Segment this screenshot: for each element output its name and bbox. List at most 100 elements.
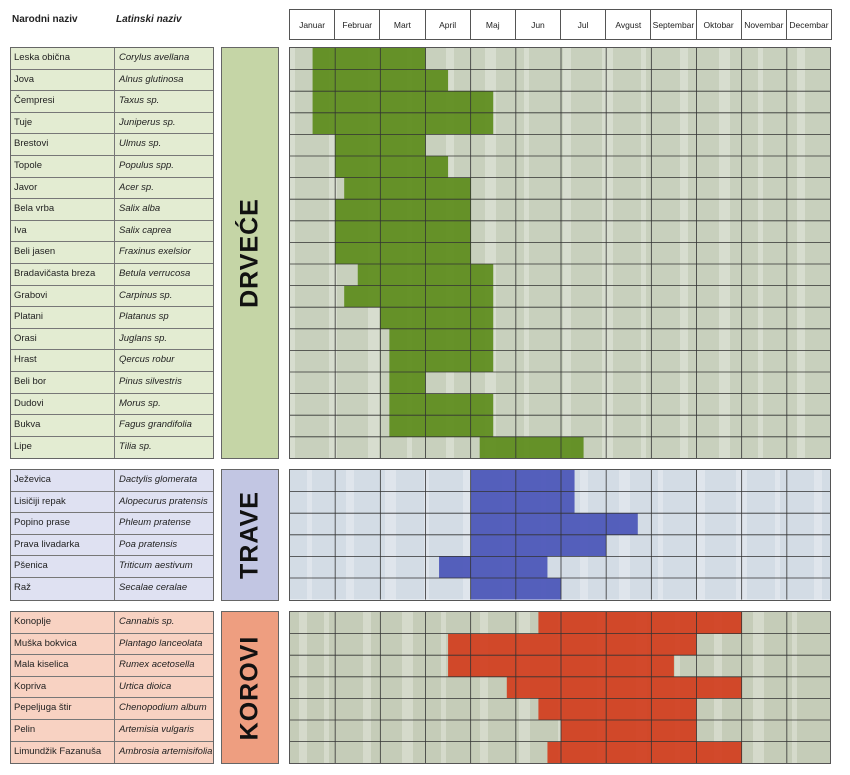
table-row: Dudovi Morus sp. — [11, 393, 213, 416]
table-row: Prava livadarka Poa pratensis — [11, 534, 213, 557]
latin-name: Triticum aestivum — [119, 560, 193, 572]
background-texture — [363, 612, 371, 764]
pollen-season-bar — [470, 534, 607, 557]
background-texture — [485, 48, 496, 459]
weeds-season-grid — [289, 611, 831, 765]
common-name: Beli jasen — [11, 242, 115, 263]
background-texture — [641, 48, 646, 459]
pollen-season-bar — [448, 633, 697, 656]
trees-season-svg — [290, 48, 830, 459]
background-texture — [758, 48, 763, 459]
pollen-season-bar — [335, 156, 449, 178]
background-texture — [753, 612, 764, 764]
month-label: Jul — [561, 10, 607, 39]
table-row: Konoplje Cannabis sp. — [11, 612, 213, 634]
common-name: Iva — [11, 220, 115, 242]
table-row: Limundžik Fazanuša Ambrosia artemisifolia — [11, 741, 213, 764]
pollen-season-bar — [380, 307, 494, 329]
weeds-season-svg — [290, 612, 830, 764]
common-name: Dudovi — [11, 393, 115, 415]
trees-category-band: DRVEĆE — [221, 47, 279, 460]
table-row: Jova Alnus glutinosa — [11, 69, 213, 92]
common-name: Bukva — [11, 415, 115, 436]
background-texture — [299, 612, 307, 764]
grasses-season-svg — [290, 470, 830, 600]
common-name: Pelin — [11, 719, 115, 741]
common-name: Beli bor — [11, 371, 115, 393]
table-row: Lisičiji repak Alopecurus pratensis — [11, 491, 213, 514]
table-row: Ježevica Dactylis glomerata — [11, 470, 213, 492]
grasses-plant-list: Ježevica Dactylis glomerata Lisičiji repak… — [10, 469, 214, 601]
table-row: Muška bokvica Plantago lanceolata — [11, 633, 213, 656]
latin-name: Morus sp. — [119, 397, 161, 409]
latin-name: Cannabis sp. — [119, 616, 175, 627]
table-row: Grabovi Carpinus sp. — [11, 285, 213, 308]
pollen-season-bar — [439, 556, 548, 578]
table-row: Lipe Tilia sp. — [11, 436, 213, 459]
pollen-season-bar — [335, 220, 471, 243]
common-name: Jova — [11, 69, 115, 91]
common-name: Hrast — [11, 350, 115, 371]
pollen-season-bar — [506, 676, 742, 699]
table-row: Pšenica Triticum aestivum — [11, 556, 213, 578]
weeds-category-band: KOROVI — [221, 611, 279, 765]
month-label: Februar — [335, 10, 381, 39]
background-texture — [602, 48, 613, 459]
month-label: Januar — [290, 10, 336, 39]
pollen-season-bar — [335, 242, 471, 264]
background-texture — [680, 48, 688, 459]
category-label: TRAVE — [235, 490, 264, 579]
common-name: Ježevica — [11, 470, 115, 491]
month-label: April — [426, 10, 471, 39]
background-texture — [563, 48, 571, 459]
common-name: Kopriva — [11, 676, 115, 698]
background-texture — [480, 612, 488, 764]
month-label: Jun — [516, 10, 562, 39]
latin-name: Phleum pratense — [119, 517, 191, 529]
background-texture — [402, 612, 413, 764]
background-texture — [797, 48, 805, 459]
latin-name: Platanus sp — [119, 311, 169, 323]
pollen-season-bar — [344, 177, 471, 200]
table-row: Orasi Juglans sp. — [11, 328, 213, 351]
background-texture — [441, 612, 446, 764]
common-name: Lipe — [11, 436, 115, 459]
trees-plant-list: Leska obična Corylus avellana Jova Alnus gl… — [10, 47, 214, 460]
table-row: Pepeljuga štir Chenopodium album — [11, 698, 213, 720]
table-row: Bukva Fagus grandifolia — [11, 415, 213, 437]
latin-name: Alopecurus pratensis — [119, 495, 208, 507]
table-row: Raž Secalae ceralae — [11, 577, 213, 600]
latin-name: Juglans sp. — [119, 332, 168, 344]
pollen-season-bar — [344, 285, 494, 308]
latin-name: Populus spp. — [119, 159, 174, 171]
latin-name: Ulmus sp. — [119, 138, 162, 150]
month-header-row: Januar Februar Mart April Maj Jun Jul Avgust Sep… — [289, 9, 833, 40]
pollen-season-bar — [538, 698, 697, 720]
common-name: Topole — [11, 155, 115, 177]
latin-name: Alnus glutinosa — [119, 73, 184, 85]
table-row: Popino prase Phleum pratense — [11, 513, 213, 535]
latin-name: Corylus avellana — [119, 52, 190, 63]
pollen-season-bar — [389, 350, 494, 372]
latin-name: Carpinus sp. — [119, 289, 173, 301]
table-row: Topole Populus spp. — [11, 155, 213, 178]
grasses-season-grid — [289, 469, 831, 601]
common-name: Muška bokvica — [11, 633, 115, 655]
background-texture — [324, 612, 329, 764]
latin-name: Chenopodium album — [119, 702, 207, 714]
common-name: Konoplje — [11, 612, 115, 633]
pollen-season-bar — [470, 470, 575, 492]
table-row: Iva Salix caprea — [11, 220, 213, 243]
month-label: Decembar — [787, 10, 833, 39]
latin-name: Artemisia vulgaris — [119, 723, 194, 735]
table-row: Mala kiselica Rumex acetosella — [11, 655, 213, 677]
latin-name: Pinus silvestris — [119, 375, 182, 387]
pollen-season-bar — [389, 415, 494, 437]
latin-name: Acer sp. — [119, 181, 154, 193]
common-name: Platani — [11, 307, 115, 328]
common-name: Čempresi — [11, 91, 115, 112]
table-row: Pelin Artemisia vulgaris — [11, 719, 213, 742]
month-label: Mart — [380, 10, 426, 39]
pollen-season-bar — [312, 48, 426, 70]
month-label: Maj — [471, 10, 516, 39]
